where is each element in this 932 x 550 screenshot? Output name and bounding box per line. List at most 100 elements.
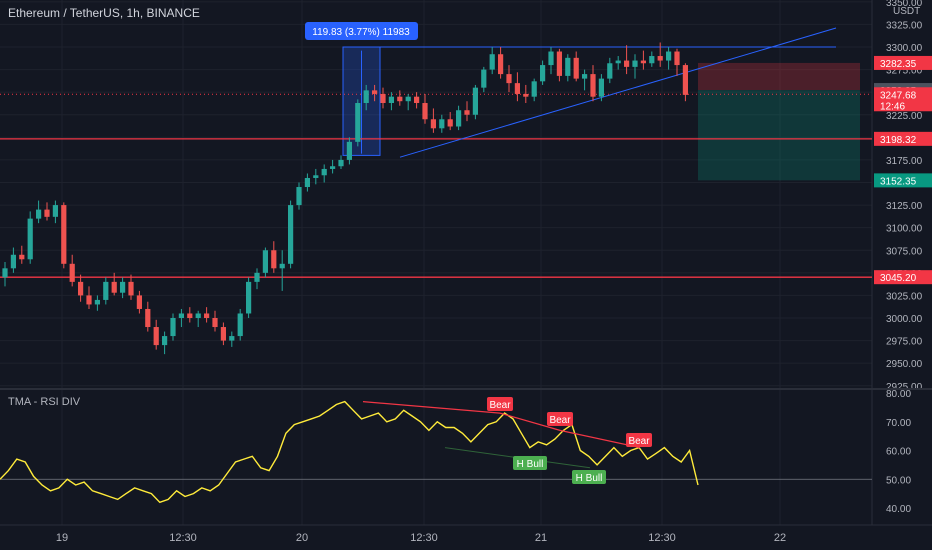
price-badge-label: 3152.35 [880,176,917,187]
price-badge-label: 3198.32 [880,135,917,146]
price-tick-label: 3300.00 [886,43,923,54]
candle-body [380,93,386,104]
price-tick-label: 3125.00 [886,201,923,212]
candle-body [472,87,478,115]
rsi-label-bg [487,397,513,411]
candle-body [624,60,630,67]
candle-body [590,74,596,97]
currency-label: USDT [893,6,921,17]
rsi-label-bg [626,433,652,447]
candle-body [649,56,655,64]
candle-body [204,313,210,318]
candle-body [556,51,562,76]
candle-body [447,119,453,127]
candle-body [288,205,294,264]
price-tick-label: 3275.00 [886,66,923,77]
candle-body [540,65,546,82]
candle-body [338,159,344,167]
candle-body [666,51,672,61]
candle-body [212,318,218,328]
candle-body [111,281,117,293]
time-tick-label: 12:30 [169,532,197,544]
candle-body [615,60,621,64]
candle-body [573,57,579,79]
candle-body [170,318,176,337]
candle-body [682,65,688,95]
rsi-line [0,400,699,504]
price-badge-bg [874,173,932,188]
stop-loss-zone [698,62,860,91]
rsi-label-bg [513,456,547,470]
rsi-tick-label: 50.00 [886,475,911,486]
rsi-tick-label: 70.00 [886,418,911,429]
candle-body [44,209,50,217]
rsi-label: H Bull [576,473,603,484]
candle-body [456,110,462,127]
candle-body [548,51,554,66]
candle-body [246,281,252,314]
rsi-label: Bear [489,400,511,411]
indicator-name: TMA - RSI DIV [8,396,81,408]
candle-body [674,51,680,66]
rsi-tick-label: 80.00 [886,389,911,400]
candle-body [313,175,319,178]
measure-label: 119.83 (3.77%) 11983 [312,27,410,38]
candle-body [254,272,260,282]
time-tick-label: 20 [296,532,308,544]
time-tick-label: 21 [535,532,547,544]
candle-body [657,56,663,61]
candle-body [187,313,193,318]
candle-body [296,187,302,206]
price-tick-label: 3025.00 [886,291,923,302]
candle-body [153,327,159,346]
price-tick-label: 3175.00 [886,156,923,167]
price-tick-label: 3325.00 [886,20,923,31]
rsi-label-bg [572,470,606,484]
candle-body [430,119,436,129]
candle-body [498,54,504,75]
candle-body [321,168,327,176]
candle-body [598,78,604,97]
candle-body [2,268,8,278]
candle-body [607,63,613,79]
candle-body [632,60,638,67]
price-badge-bg [874,87,932,112]
candle-body [405,96,411,102]
candle-body [220,327,226,341]
candle-body [162,336,168,346]
candle-body [178,313,184,318]
candle-body [128,281,134,296]
price-badge-label: 3247.68 [880,90,917,101]
rsi-label: Bear [628,436,650,447]
price-tick-label: 3350.00 [886,0,923,9]
candle-body [94,299,100,305]
price-tick-label: 3075.00 [886,246,923,257]
candle-body [86,295,92,305]
candle-body [346,141,352,160]
candle-body [279,263,285,269]
candle-body [523,93,529,97]
candle-body [271,250,277,269]
candle-body [229,336,235,341]
candle-body [27,218,33,260]
price-tick-label: 2975.00 [886,337,923,348]
time-tick-label: 22 [774,532,786,544]
price-tick-label: 3100.00 [886,224,923,235]
candle-body [531,81,537,97]
rsi-label-bg [547,412,573,426]
candle-body [69,263,75,282]
candle-body [19,254,25,260]
candle-body [506,74,512,84]
price-badge-bg [874,270,932,285]
candle-body [304,177,310,188]
candle-body [262,250,268,273]
candle-body [78,281,84,296]
bear-divergence-line [362,401,501,414]
candle-body [10,254,16,269]
candle-body [61,205,67,264]
rsi-tick-label: 40.00 [886,504,911,515]
candle-body [422,103,428,120]
candle-body [414,96,420,104]
